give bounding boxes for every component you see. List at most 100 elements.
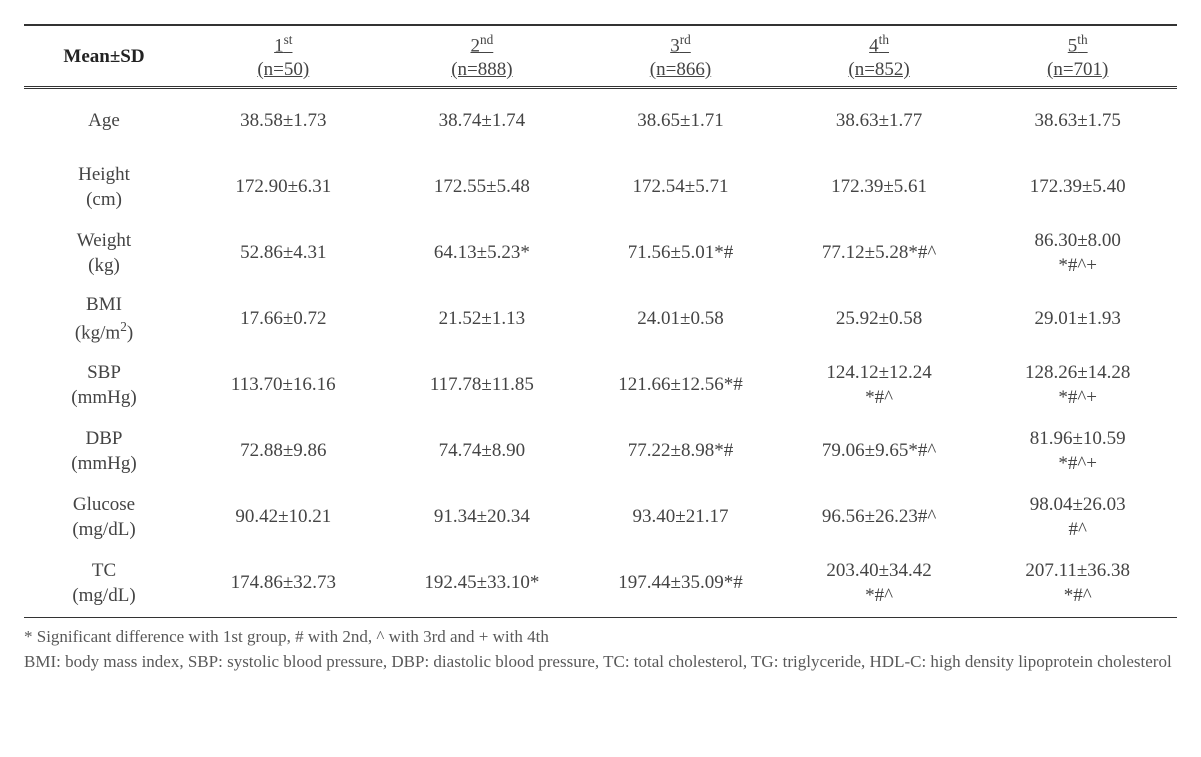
data-cell: 117.78±11.85 — [383, 353, 582, 419]
data-cell: 38.58±1.73 — [184, 87, 383, 155]
column-header-5: 5th(n=701) — [978, 25, 1177, 87]
data-cell: 77.22±8.98*# — [581, 419, 780, 485]
cell-value: 24.01±0.58 — [581, 307, 780, 332]
column-header-3: 3rd(n=866) — [581, 25, 780, 87]
table-header-row: Mean±SD 1st(n=50)2nd(n=888)3rd(n=866)4th… — [24, 25, 1177, 87]
cell-significance-marks: *#^+ — [978, 452, 1177, 477]
row-label: Height(cm) — [24, 155, 184, 221]
column-n: (n=701) — [1047, 58, 1108, 82]
column-header-2: 2nd(n=888) — [383, 25, 582, 87]
cell-significance-marks: *#^+ — [978, 254, 1177, 279]
cell-value: 74.74±8.90 — [383, 439, 582, 464]
header-label: Mean±SD — [63, 46, 144, 67]
cell-value: 121.66±12.56*# — [581, 373, 780, 398]
cell-value: 172.54±5.71 — [581, 175, 780, 200]
cell-value: 25.92±0.58 — [780, 307, 979, 332]
data-cell: 38.63±1.77 — [780, 87, 979, 155]
row-label: DBP(mmHg) — [24, 419, 184, 485]
cell-value: 52.86±4.31 — [184, 241, 383, 266]
cell-value: 172.39±5.61 — [780, 175, 979, 200]
cell-value: 64.13±5.23* — [383, 241, 582, 266]
stats-table: Mean±SD 1st(n=50)2nd(n=888)3rd(n=866)4th… — [24, 24, 1177, 618]
data-cell: 172.39±5.40 — [978, 155, 1177, 221]
cell-significance-marks: *#^ — [780, 386, 979, 411]
cell-value: 113.70±16.16 — [184, 373, 383, 398]
data-cell: 124.12±12.24*#^ — [780, 353, 979, 419]
data-cell: 29.01±1.93 — [978, 287, 1177, 353]
cell-value: 128.26±14.28 — [978, 361, 1177, 386]
data-cell: 172.55±5.48 — [383, 155, 582, 221]
row-label: SBP(mmHg) — [24, 353, 184, 419]
column-n: (n=866) — [650, 58, 711, 82]
table-row: Height(cm)172.90±6.31172.55±5.48172.54±5… — [24, 155, 1177, 221]
cell-value: 117.78±11.85 — [383, 373, 582, 398]
cell-value: 172.39±5.40 — [978, 175, 1177, 200]
cell-value: 192.45±33.10* — [383, 571, 582, 596]
data-cell: 72.88±9.86 — [184, 419, 383, 485]
cell-value: 174.86±32.73 — [184, 571, 383, 596]
data-cell: 25.92±0.58 — [780, 287, 979, 353]
data-cell: 96.56±26.23#^ — [780, 485, 979, 551]
row-label: TC(mg/dL) — [24, 551, 184, 618]
data-cell: 77.12±5.28*#^ — [780, 221, 979, 287]
data-cell: 64.13±5.23* — [383, 221, 582, 287]
table-row: Age38.58±1.7338.74±1.7438.65±1.7138.63±1… — [24, 87, 1177, 155]
data-cell: 172.90±6.31 — [184, 155, 383, 221]
data-cell: 91.34±20.34 — [383, 485, 582, 551]
data-cell: 93.40±21.17 — [581, 485, 780, 551]
cell-significance-marks: *#^+ — [978, 386, 1177, 411]
table-row: Weight(kg)52.86±4.3164.13±5.23*71.56±5.0… — [24, 221, 1177, 287]
column-ordinal: 5th — [1068, 32, 1088, 58]
cell-value: 38.63±1.75 — [978, 109, 1177, 134]
cell-value: 90.42±10.21 — [184, 505, 383, 530]
data-cell: 86.30±8.00*#^+ — [978, 221, 1177, 287]
column-n: (n=888) — [451, 58, 512, 82]
row-label: Age — [24, 87, 184, 155]
column-header-1: 1st(n=50) — [184, 25, 383, 87]
data-cell: 24.01±0.58 — [581, 287, 780, 353]
cell-value: 38.74±1.74 — [383, 109, 582, 134]
table-row: Glucose(mg/dL)90.42±10.2191.34±20.3493.4… — [24, 485, 1177, 551]
cell-significance-marks: *#^ — [978, 584, 1177, 609]
cell-value: 21.52±1.13 — [383, 307, 582, 332]
data-cell: 192.45±33.10* — [383, 551, 582, 618]
table-row: DBP(mmHg)72.88±9.8674.74±8.9077.22±8.98*… — [24, 419, 1177, 485]
cell-value: 29.01±1.93 — [978, 307, 1177, 332]
data-cell: 172.54±5.71 — [581, 155, 780, 221]
column-n: (n=852) — [848, 58, 909, 82]
footnote-line: BMI: body mass index, SBP: systolic bloo… — [24, 652, 1172, 671]
cell-value: 77.12±5.28*#^ — [780, 241, 979, 266]
data-cell: 98.04±26.03#^ — [978, 485, 1177, 551]
data-cell: 74.74±8.90 — [383, 419, 582, 485]
data-cell: 52.86±4.31 — [184, 221, 383, 287]
column-ordinal: 4th — [869, 32, 889, 58]
cell-value: 72.88±9.86 — [184, 439, 383, 464]
table-row: TC(mg/dL)174.86±32.73192.45±33.10*197.44… — [24, 551, 1177, 618]
cell-value: 86.30±8.00 — [978, 229, 1177, 254]
data-cell: 79.06±9.65*#^ — [780, 419, 979, 485]
cell-value: 38.58±1.73 — [184, 109, 383, 134]
row-label: Glucose(mg/dL) — [24, 485, 184, 551]
cell-value: 77.22±8.98*# — [581, 439, 780, 464]
cell-significance-marks: #^ — [978, 518, 1177, 543]
cell-value: 71.56±5.01*# — [581, 241, 780, 266]
data-cell: 203.40±34.42*#^ — [780, 551, 979, 618]
data-cell: 38.65±1.71 — [581, 87, 780, 155]
table-row: BMI(kg/m2)17.66±0.7221.52±1.1324.01±0.58… — [24, 287, 1177, 353]
column-header-4: 4th(n=852) — [780, 25, 979, 87]
header-label-cell: Mean±SD — [24, 25, 184, 87]
column-ordinal: 1st — [274, 32, 292, 58]
cell-value: 172.55±5.48 — [383, 175, 582, 200]
cell-value: 93.40±21.17 — [581, 505, 780, 530]
cell-value: 81.96±10.59 — [978, 427, 1177, 452]
column-n: (n=50) — [257, 58, 309, 82]
data-cell: 17.66±0.72 — [184, 287, 383, 353]
data-cell: 128.26±14.28*#^+ — [978, 353, 1177, 419]
data-cell: 90.42±10.21 — [184, 485, 383, 551]
data-cell: 207.11±36.38*#^ — [978, 551, 1177, 618]
cell-value: 172.90±6.31 — [184, 175, 383, 200]
data-cell: 71.56±5.01*# — [581, 221, 780, 287]
row-label: BMI(kg/m2) — [24, 287, 184, 353]
cell-value: 17.66±0.72 — [184, 307, 383, 332]
cell-value: 38.65±1.71 — [581, 109, 780, 134]
